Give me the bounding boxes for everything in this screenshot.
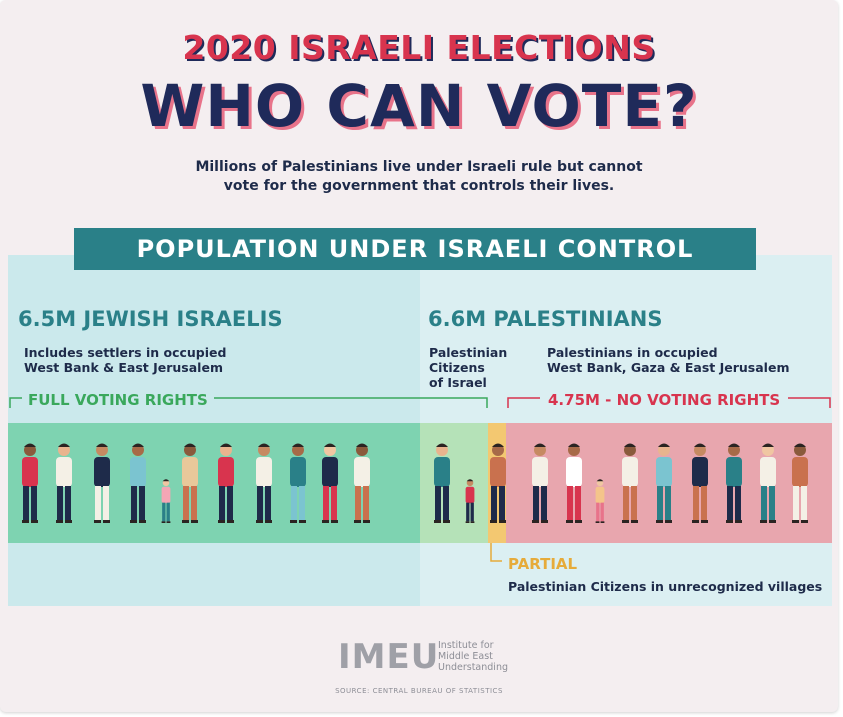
person-figure-occupied bbox=[792, 443, 808, 523]
logo-line-1: Institute for bbox=[438, 640, 494, 651]
jewish-israelis-heading: 6.5M JEWISH ISRAELIS bbox=[18, 307, 283, 331]
logo-line-3: Understanding bbox=[438, 662, 508, 673]
person-figure-jewish-israeli bbox=[182, 443, 198, 523]
title-year-line: 2020 ISRAELI ELECTIONS bbox=[182, 28, 656, 67]
full-voting-rights-label: FULL VOTING RIGHTS bbox=[22, 391, 214, 409]
person-figure-occupied bbox=[760, 443, 776, 523]
person-figure-jewish-israeli bbox=[322, 443, 338, 523]
person-figure-citizen bbox=[465, 479, 475, 523]
citizens-of-israel-label: Palestinian Citizens of Israel bbox=[429, 345, 507, 390]
source-note: SOURCE: CENTRAL BUREAU OF STATISTICS bbox=[335, 687, 503, 695]
person-figure-jewish-israeli bbox=[161, 479, 171, 523]
subtitle-line-1: Millions of Palestinians live under Isra… bbox=[195, 159, 643, 175]
logo-line-2: Middle East bbox=[438, 651, 493, 662]
subtitle: Millions of Palestinians live under Isra… bbox=[140, 158, 698, 196]
person-figure-occupied bbox=[532, 443, 548, 523]
person-figure-occupied bbox=[726, 443, 742, 523]
jewish-desc-line-2: West Bank & East Jerusalem bbox=[24, 360, 223, 375]
person-figure-jewish-israeli bbox=[22, 443, 38, 523]
citizens-line-1: Palestinian bbox=[429, 345, 508, 360]
citizens-band bbox=[420, 423, 488, 543]
people-illustration bbox=[22, 443, 808, 523]
person-figure-occupied bbox=[622, 443, 638, 523]
person-figure-partial bbox=[490, 443, 506, 523]
no-voting-rights-label: 4.75M - NO VOTING RIGHTS bbox=[540, 391, 789, 409]
subtitle-line-2: vote for the government that controls th… bbox=[223, 178, 615, 194]
person-figure-occupied bbox=[566, 443, 582, 523]
jewish-desc-line-1: Includes settlers in occupied bbox=[24, 345, 227, 360]
partial-connector bbox=[490, 543, 502, 562]
imeu-logo-subtitle: Institute for Middle East Understanding bbox=[438, 640, 508, 673]
partial-rights-description: Palestinian Citizens in unrecognized vil… bbox=[508, 579, 823, 594]
person-figure-jewish-israeli bbox=[56, 443, 72, 523]
occupied-line-2: West Bank, Gaza & East Jerusalem bbox=[547, 360, 790, 375]
person-figure-jewish-israeli bbox=[290, 443, 306, 523]
full-rights-bracket bbox=[9, 397, 488, 408]
person-figure-jewish-israeli bbox=[94, 443, 110, 523]
occupied-line-1: Palestinians in occupied bbox=[547, 345, 718, 360]
person-figure-occupied bbox=[595, 479, 605, 523]
person-figure-jewish-israeli bbox=[256, 443, 272, 523]
person-figure-jewish-israeli bbox=[354, 443, 370, 523]
person-figure-occupied bbox=[656, 443, 672, 523]
partial-rights-label: PARTIAL bbox=[508, 555, 578, 573]
citizens-line-3: of Israel bbox=[429, 375, 487, 390]
person-figure-citizen bbox=[434, 443, 450, 523]
citizens-line-2: Citizens bbox=[429, 360, 485, 375]
person-figure-jewish-israeli bbox=[218, 443, 234, 523]
person-figure-jewish-israeli bbox=[130, 443, 146, 523]
main-title: WHO CAN VOTE? bbox=[140, 72, 698, 140]
imeu-logo: IMEU bbox=[338, 637, 440, 677]
full-rights-band bbox=[8, 423, 420, 543]
person-figure-occupied bbox=[692, 443, 708, 523]
occupied-palestinians-label: Palestinians in occupied West Bank, Gaza… bbox=[547, 345, 789, 375]
palestinians-heading: 6.6M PALESTINIANS bbox=[428, 307, 663, 331]
jewish-israelis-description: Includes settlers in occupied West Bank … bbox=[24, 345, 226, 375]
section-banner: POPULATION UNDER ISRAELI CONTROL bbox=[74, 228, 756, 270]
